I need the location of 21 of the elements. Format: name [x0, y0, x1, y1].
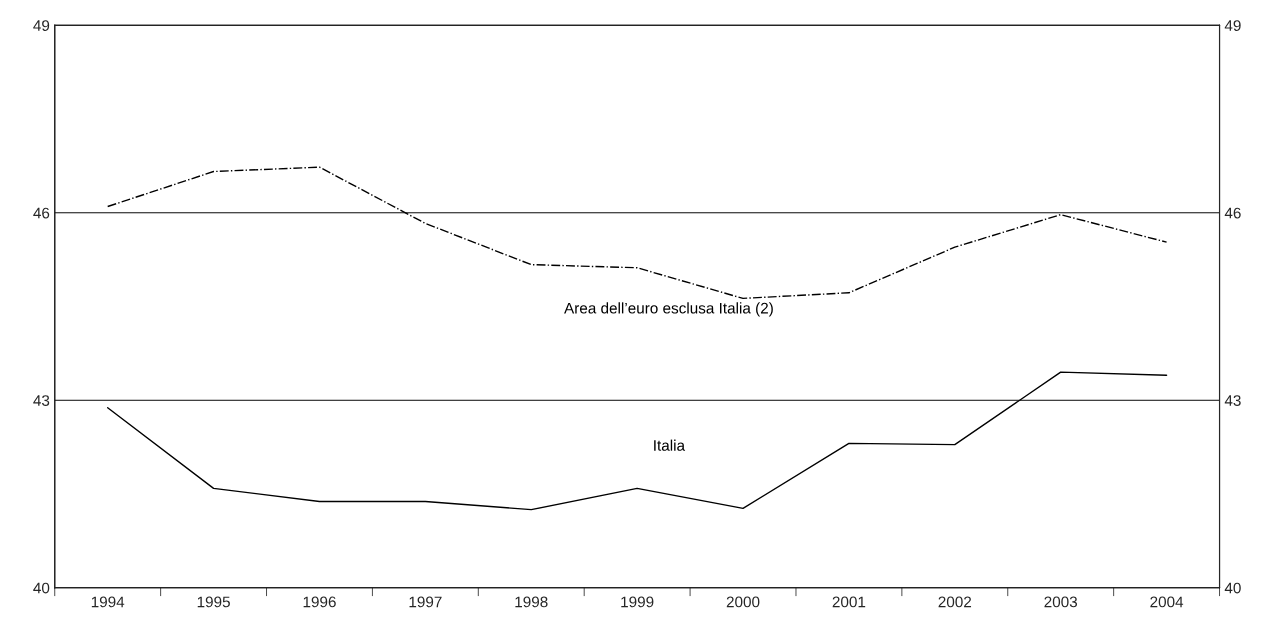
y2-tick-label: 43	[1224, 395, 1241, 406]
y-tick-label: 46	[33, 207, 50, 219]
x-tick-label: 2000	[726, 596, 760, 608]
y2-tick-label: 40	[1224, 582, 1241, 594]
x-tick-label: 1998	[515, 596, 548, 608]
y-tick-label: 40	[33, 582, 50, 594]
x-tick-label: 1997	[409, 596, 442, 608]
x-tick-label: 1996	[303, 596, 336, 608]
x-tick-label: 2004	[1150, 596, 1184, 608]
y2-tick-label: 49	[1224, 20, 1241, 31]
y-tick-label: 43	[33, 395, 50, 406]
x-tick-label: 1995	[197, 596, 230, 608]
x-tick-label: 1999	[621, 596, 654, 608]
y2-tick-label: 46	[1224, 207, 1241, 219]
series-label: Area dell’euro esclusa Italia (2)	[564, 302, 773, 317]
x-tick-label: 2001	[832, 596, 866, 608]
text: Italia	[654, 439, 686, 451]
x-tick-label: 2003	[1044, 596, 1078, 608]
x-tick-label: 1994	[91, 596, 125, 608]
y-tick-label: 49	[33, 20, 50, 31]
x-tick-label: 2002	[938, 596, 972, 608]
